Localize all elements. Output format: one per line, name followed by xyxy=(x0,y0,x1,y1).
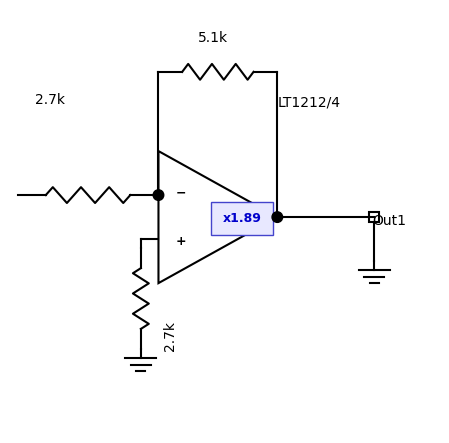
Text: Out1: Out1 xyxy=(372,214,406,229)
FancyBboxPatch shape xyxy=(211,202,273,235)
Text: x1.89: x1.89 xyxy=(223,212,262,225)
Circle shape xyxy=(272,212,282,222)
Text: 2.7k: 2.7k xyxy=(35,93,65,107)
Bar xyxy=(370,212,379,222)
Text: LT1212/4: LT1212/4 xyxy=(277,96,340,109)
Text: 5.1k: 5.1k xyxy=(198,31,228,46)
Text: +: + xyxy=(176,235,187,248)
Text: 2.7k: 2.7k xyxy=(163,321,177,351)
Circle shape xyxy=(153,190,164,200)
Text: −: − xyxy=(176,187,187,199)
